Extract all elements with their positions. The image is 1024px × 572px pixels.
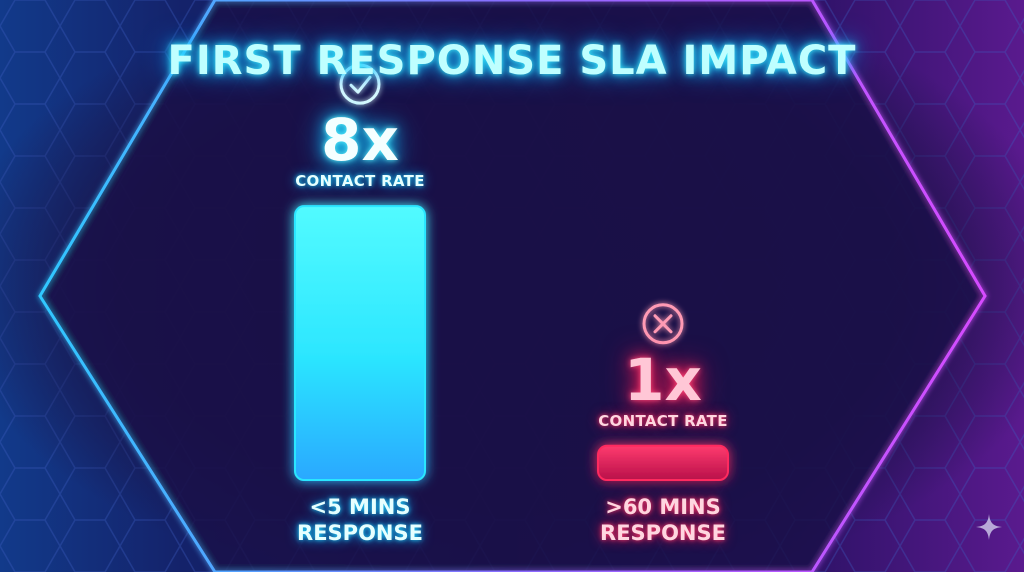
category-label-fast: <5 MINS RESPONSE: [297, 495, 423, 545]
bars-layer: [294, 205, 729, 481]
hexagon-frame: [38, 0, 987, 572]
bar-fast-response: [294, 205, 426, 481]
status-icons-layer: [339, 63, 684, 345]
value-label-fast: 8x: [321, 106, 399, 175]
value-label-slow: 1x: [624, 345, 702, 414]
category-label-slow: >60 MINS RESPONSE: [600, 495, 726, 545]
check-circle-icon: [339, 63, 381, 105]
x-circle-icon: [642, 303, 684, 345]
chart-title: FIRST RESPONSE SLA IMPACT: [167, 38, 857, 84]
sparkle-icon: [976, 514, 1002, 540]
bar-slow-response: [597, 444, 729, 481]
contact-rate-label-slow: CONTACT RATE: [598, 411, 728, 430]
contact-rate-label-fast: CONTACT RATE: [295, 172, 425, 191]
